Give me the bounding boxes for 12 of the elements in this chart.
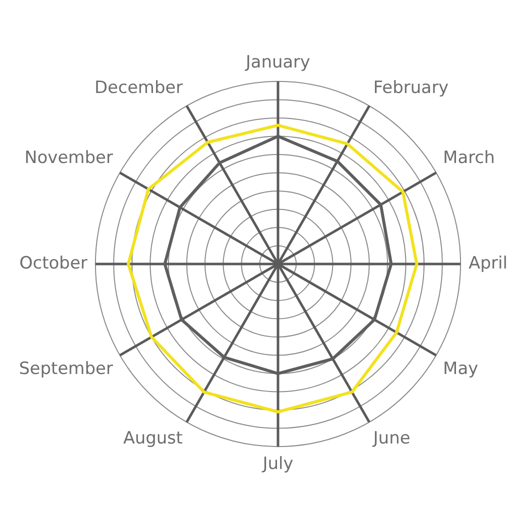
spoke-label: February (373, 78, 449, 98)
spoke-label: April (468, 253, 508, 274)
spoke-label: March (443, 148, 495, 168)
spoke-label: June (372, 428, 410, 449)
spoke-label: July (262, 454, 294, 474)
spoke-label: August (123, 428, 184, 449)
spoke-label: October (19, 253, 88, 274)
spoke-label: December (94, 78, 183, 98)
spoke-label: November (24, 148, 113, 168)
spoke-label: September (18, 358, 113, 379)
spoke-label: January (244, 52, 310, 73)
spoke-label: May (443, 358, 478, 379)
